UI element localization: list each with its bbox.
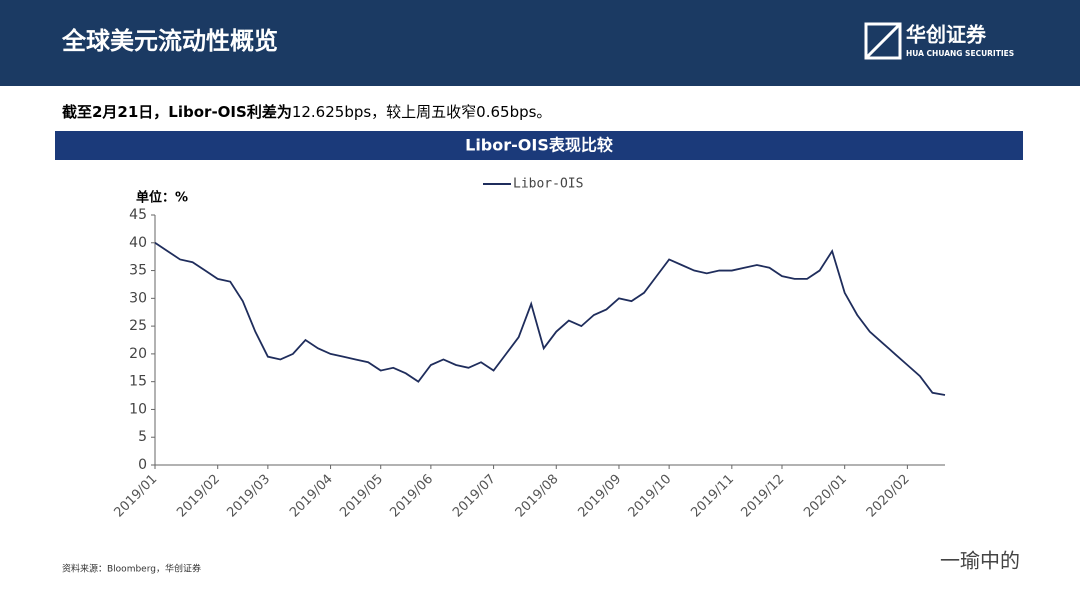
watermark: 一瑜中的 <box>940 549 1020 573</box>
logo: 华创证券 HUA CHUANG SECURITIES <box>864 22 1014 60</box>
series-line <box>154 242 946 396</box>
x-tick-label: 2019/04 <box>287 472 336 521</box>
x-tick-label: 2019/11 <box>688 472 737 521</box>
x-tick-label: 2019/08 <box>513 472 562 521</box>
logo-icon <box>864 22 902 60</box>
chart-title: Libor-OIS表现比较 <box>465 136 613 155</box>
header-title: 全球美元流动性概览 <box>61 27 278 55</box>
y-tick-label: 40 <box>129 235 147 251</box>
x-tick-label: 2019/01 <box>112 472 161 521</box>
summary-bold: 截至2月21日，Libor-OIS利差为 <box>62 103 292 121</box>
x-tick-label: 2019/09 <box>575 472 624 521</box>
y-tick-label: 15 <box>129 374 147 390</box>
summary-rest: 12.625bps，较上周五收窄0.65bps。 <box>292 103 552 121</box>
y-tick-label: 25 <box>129 318 147 334</box>
x-tick-label: 2019/03 <box>224 472 273 521</box>
legend-label: Libor-OIS <box>513 177 583 192</box>
x-tick-label: 2019/06 <box>387 472 436 521</box>
summary: 截至2月21日，Libor-OIS利差为12.625bps，较上周五收窄0.65… <box>62 103 551 121</box>
y-tick-label: 10 <box>129 401 147 417</box>
y-tick-label: 35 <box>129 263 147 279</box>
x-tick-label: 2019/05 <box>337 472 386 521</box>
source: 资料来源：Bloomberg，华创证券 <box>62 563 201 575</box>
logo-sub: HUA CHUANG SECURITIES <box>906 49 1014 58</box>
x-tick-label: 2020/01 <box>801 472 850 521</box>
x-tick-label: 2019/07 <box>450 472 499 521</box>
x-tick-label: 2019/10 <box>626 472 675 521</box>
y-tick-label: 0 <box>138 457 147 473</box>
y-tick-label: 5 <box>138 429 147 445</box>
x-tick-label: 2019/02 <box>174 472 223 521</box>
x-tick-label: 2019/12 <box>738 472 787 521</box>
y-tick-label: 30 <box>129 290 147 306</box>
logo-name: 华创证券 <box>906 23 987 47</box>
logo-icon-stroke <box>864 22 902 60</box>
y-tick-label: 45 <box>129 207 147 223</box>
chart-title-bar <box>55 131 1023 160</box>
x-tick-label: 2020/02 <box>864 472 913 521</box>
plot: 0 5 10 15 20 25 30 35 40 45 2019/01 2019/02 2019/03 2… <box>112 177 946 521</box>
unit-label: 单位：% <box>136 190 188 206</box>
y-tick-label: 20 <box>129 346 147 362</box>
